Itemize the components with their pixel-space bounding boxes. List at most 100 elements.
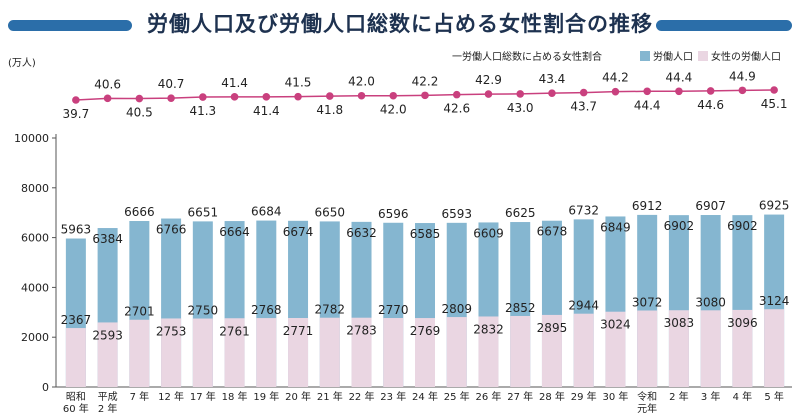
labor-value-label: 6664 <box>219 225 250 239</box>
ratio-value-label: 40.6 <box>94 77 121 91</box>
x-tick-label: 昭和 <box>66 391 86 403</box>
female-bar <box>446 317 467 387</box>
x-tick-label: 平成 <box>98 391 118 403</box>
labor-value-label: 6650 <box>315 205 346 219</box>
labor-value-label: 6384 <box>92 232 123 246</box>
ratio-point <box>484 90 493 98</box>
x-tick-label: 29 年 <box>571 390 597 403</box>
y-tick-label: 6000 <box>21 232 49 245</box>
female-value-label: 2809 <box>441 302 472 316</box>
ratio-point <box>643 87 651 96</box>
female-value-label: 2701 <box>124 305 155 319</box>
ratio-point <box>262 93 271 101</box>
female-bar <box>700 310 721 387</box>
female-value-label: 2753 <box>156 324 187 338</box>
y-tick-label: 8000 <box>21 182 49 195</box>
female-bar <box>256 318 277 387</box>
ratio-value-label: 42.9 <box>475 73 502 87</box>
ratio-point <box>611 87 620 96</box>
ratio-point <box>72 96 80 104</box>
labor-value-label: 6684 <box>251 205 282 219</box>
ratio-value-label: 42.6 <box>443 102 470 116</box>
chart-title: 労働人口及び労働人口総数に占める女性割合の推移 <box>147 12 653 36</box>
female-bar <box>351 317 372 387</box>
ratio-point <box>738 86 747 95</box>
x-tick-label: 21 年 <box>317 390 343 403</box>
y-tick-label: 0 <box>42 381 49 394</box>
ratio-value-label: 42.0 <box>380 103 407 117</box>
x-tick-label: 27 年 <box>507 390 533 403</box>
female-value-label: 2832 <box>473 322 504 336</box>
female-bar <box>415 318 435 387</box>
female-value-label: 2852 <box>505 301 536 315</box>
ratio-value-label: 41.4 <box>221 76 248 90</box>
title-accent-left <box>8 20 132 31</box>
ratio-value-label: 42.0 <box>348 75 375 89</box>
x-tick-label: 令和 <box>637 390 657 403</box>
x-tick-label: 2 年 <box>669 390 689 403</box>
female-value-label: 2895 <box>537 321 568 335</box>
female-value-label: 2367 <box>61 313 92 327</box>
ratio-point <box>421 91 429 100</box>
ratio-point <box>167 94 175 102</box>
x-tick-label: 24 年 <box>412 390 438 403</box>
ratio-point <box>103 94 112 103</box>
x-tick-label: 26 年 <box>476 390 502 403</box>
labor-value-label: 6912 <box>632 199 663 213</box>
female-value-label: 3024 <box>600 318 631 332</box>
ratio-point <box>706 87 715 95</box>
ratio-point <box>357 91 366 100</box>
ratio-point <box>135 94 144 103</box>
x-tick-label: 12 年 <box>158 390 184 403</box>
female-bar <box>161 318 182 387</box>
ratio-point <box>579 88 588 97</box>
ratio-value-label: 40.5 <box>126 106 153 120</box>
female-bar <box>510 315 531 387</box>
x-tick-label: 18 年 <box>222 390 248 403</box>
ratio-value-label: 41.8 <box>316 103 343 117</box>
legend-labor-swatch <box>640 51 650 61</box>
x-tick-label: 2 年 <box>98 402 118 415</box>
labor-value-label: 6674 <box>283 225 314 239</box>
female-bar <box>288 318 309 387</box>
ratio-point <box>294 92 302 101</box>
ratio-point <box>199 93 207 101</box>
female-value-label: 2944 <box>568 299 599 313</box>
ratio-value-label: 42.2 <box>412 74 439 88</box>
female-value-label: 2593 <box>92 328 123 342</box>
labor-value-label: 6585 <box>410 227 441 241</box>
x-tick-label: 元年 <box>637 402 657 415</box>
female-value-label: 2771 <box>283 324 314 338</box>
ratio-value-label: 45.1 <box>761 97 788 111</box>
ratio-point <box>675 87 683 96</box>
labor-value-label: 6732 <box>568 203 599 217</box>
female-value-label: 3072 <box>632 296 663 310</box>
ratio-point <box>770 86 778 94</box>
ratio-value-label: 39.7 <box>63 107 90 121</box>
labor-value-label: 6609 <box>473 226 504 240</box>
ratio-value-label: 43.0 <box>507 101 534 115</box>
legend-female-swatch <box>698 51 708 61</box>
female-value-label: 3080 <box>695 295 726 309</box>
y-tick-label: 4000 <box>21 281 49 294</box>
female-bar <box>129 319 150 387</box>
ratio-value-label: 44.4 <box>634 98 661 112</box>
labor-value-label: 6907 <box>695 199 726 213</box>
x-tick-label: 7 年 <box>130 390 150 403</box>
legend-female-label: 女性の労働人口 <box>711 50 781 63</box>
title-accent-right <box>656 20 792 31</box>
labor-value-label: 6849 <box>600 220 631 234</box>
ratio-value-label: 43.7 <box>570 100 597 114</box>
ratio-value-label: 41.4 <box>253 104 280 118</box>
ratio-point <box>325 92 334 100</box>
x-tick-label: 23 年 <box>380 390 406 403</box>
ratio-value-label: 44.6 <box>697 98 724 112</box>
ratio-value-label: 44.2 <box>602 71 629 85</box>
female-value-label: 3083 <box>664 316 695 330</box>
y-tick-label: 2000 <box>21 331 49 344</box>
labor-value-label: 6596 <box>378 207 409 221</box>
female-value-label: 2769 <box>410 324 441 338</box>
x-tick-label: 22 年 <box>349 390 375 403</box>
ratio-value-label: 40.7 <box>158 77 185 91</box>
x-tick-label: 60 年 <box>63 402 89 415</box>
